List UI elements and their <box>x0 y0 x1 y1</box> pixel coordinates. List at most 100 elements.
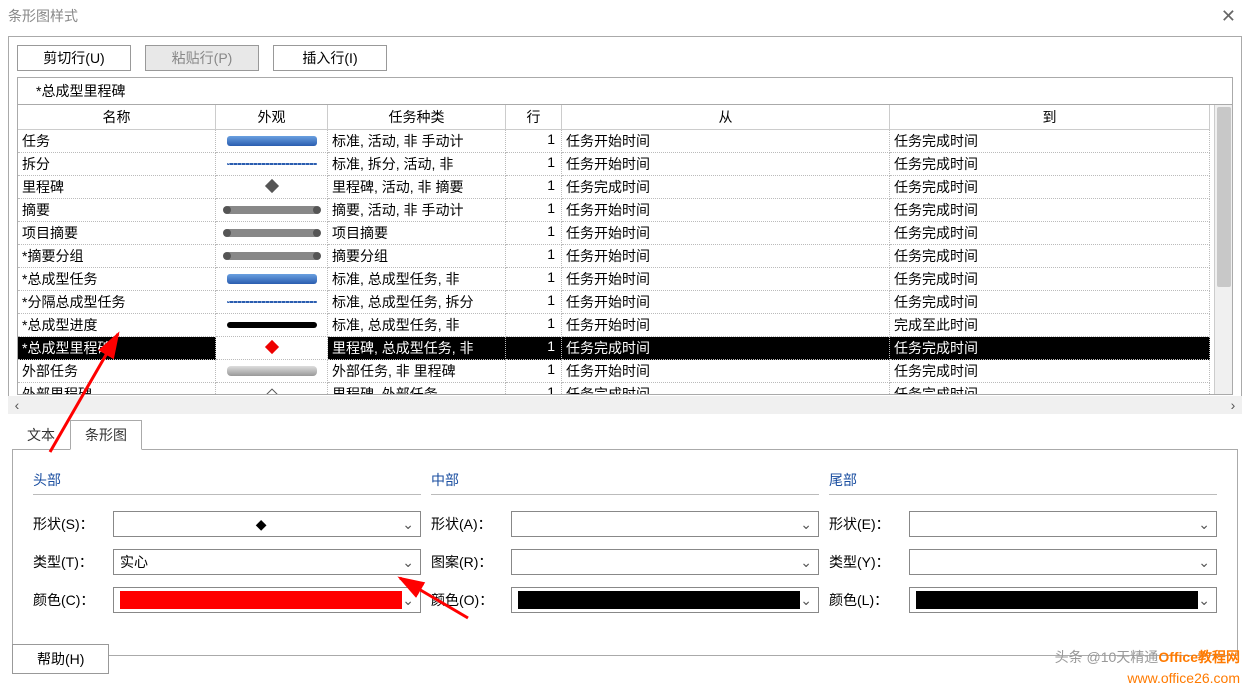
tail-shape-combo[interactable]: ⌄ <box>909 511 1217 537</box>
table-cell-from[interactable]: 任务开始时间 <box>562 360 890 383</box>
table-cell-row[interactable]: 1 <box>506 383 562 395</box>
table-cell-row[interactable]: 1 <box>506 176 562 199</box>
table-cell-from[interactable]: 任务开始时间 <box>562 153 890 176</box>
help-button[interactable]: 帮助(H) <box>12 644 109 674</box>
tail-type-combo[interactable]: ⌄ <box>909 549 1217 575</box>
table-cell-appearance[interactable] <box>216 291 328 314</box>
table-cell-from[interactable]: 任务开始时间 <box>562 291 890 314</box>
table-cell-name[interactable]: *总成型里程碑 <box>18 337 216 360</box>
table-cell-to[interactable]: 任务完成时间 <box>890 268 1210 291</box>
middle-pattern-combo[interactable]: ⌄ <box>511 549 819 575</box>
middle-shape-combo[interactable]: ⌄ <box>511 511 819 537</box>
table-cell-appearance[interactable] <box>216 222 328 245</box>
table-cell-from[interactable]: 任务完成时间 <box>562 337 890 360</box>
table-cell-row[interactable]: 1 <box>506 314 562 337</box>
table-cell-type[interactable]: 外部任务, 非 里程碑 <box>328 360 506 383</box>
head-type-combo[interactable]: 实心 ⌄ <box>113 549 421 575</box>
column-header-row[interactable]: 行 <box>506 105 562 130</box>
table-cell-row[interactable]: 1 <box>506 360 562 383</box>
table-cell-appearance[interactable] <box>216 130 328 153</box>
bar-appearance-icon <box>227 274 317 284</box>
table-cell-row[interactable]: 1 <box>506 268 562 291</box>
table-cell-from[interactable]: 任务完成时间 <box>562 176 890 199</box>
table-cell-to[interactable]: 任务完成时间 <box>890 130 1210 153</box>
table-cell-type[interactable]: 摘要分组 <box>328 245 506 268</box>
table-cell-appearance[interactable] <box>216 245 328 268</box>
table-cell-to[interactable]: 完成至此时间 <box>890 314 1210 337</box>
tail-color-combo[interactable]: ⌄ <box>909 587 1217 613</box>
table-cell-row[interactable]: 1 <box>506 153 562 176</box>
table-cell-to[interactable]: 任务完成时间 <box>890 337 1210 360</box>
column-header-name[interactable]: 名称 <box>18 105 216 130</box>
table-cell-from[interactable]: 任务开始时间 <box>562 199 890 222</box>
scroll-left-icon[interactable]: ‹ <box>8 397 26 413</box>
table-cell-type[interactable]: 里程碑, 外部任务 <box>328 383 506 395</box>
horizontal-scrollbar[interactable]: ‹ › <box>8 396 1242 414</box>
table-cell-row[interactable]: 1 <box>506 337 562 360</box>
table-cell-row[interactable]: 1 <box>506 291 562 314</box>
column-header-taskType[interactable]: 任务种类 <box>328 105 506 130</box>
head-shape-combo[interactable]: ◆ ⌄ <box>113 511 421 537</box>
table-cell-appearance[interactable] <box>216 153 328 176</box>
table-cell-from[interactable]: 任务开始时间 <box>562 222 890 245</box>
table-cell-appearance[interactable] <box>216 314 328 337</box>
tab-bar[interactable]: 条形图 <box>70 420 142 450</box>
middle-pattern-label: 图案(R)： <box>431 552 511 572</box>
table-cell-row[interactable]: 1 <box>506 199 562 222</box>
table-cell-to[interactable]: 任务完成时间 <box>890 153 1210 176</box>
table-cell-from[interactable]: 任务开始时间 <box>562 268 890 291</box>
table-cell-appearance[interactable] <box>216 383 328 395</box>
table-cell-to[interactable]: 任务完成时间 <box>890 360 1210 383</box>
scroll-right-icon[interactable]: › <box>1224 397 1242 413</box>
middle-color-combo[interactable]: ⌄ <box>511 587 819 613</box>
table-cell-to[interactable]: 任务完成时间 <box>890 291 1210 314</box>
table-cell-name[interactable]: 外部里程碑 <box>18 383 216 395</box>
table-cell-appearance[interactable] <box>216 199 328 222</box>
vertical-scrollbar[interactable] <box>1214 105 1232 394</box>
head-color-combo[interactable]: ⌄ <box>113 587 421 613</box>
insert-row-button[interactable]: 插入行(I) <box>273 45 387 71</box>
table-cell-appearance[interactable] <box>216 337 328 360</box>
table-cell-from[interactable]: 任务开始时间 <box>562 130 890 153</box>
table-cell-from[interactable]: 任务开始时间 <box>562 245 890 268</box>
table-cell-from[interactable]: 任务开始时间 <box>562 314 890 337</box>
table-cell-to[interactable]: 任务完成时间 <box>890 176 1210 199</box>
column-header-appearance[interactable]: 外观 <box>216 105 328 130</box>
table-cell-name[interactable]: *摘要分组 <box>18 245 216 268</box>
column-header-to[interactable]: 到 <box>890 105 1210 130</box>
table-cell-name[interactable]: *分隔总成型任务 <box>18 291 216 314</box>
table-cell-name[interactable]: *总成型进度 <box>18 314 216 337</box>
close-icon[interactable]: ✕ <box>1215 6 1242 27</box>
table-cell-type[interactable]: 标准, 总成型任务, 非 <box>328 268 506 291</box>
table-cell-appearance[interactable] <box>216 268 328 291</box>
table-cell-name[interactable]: 摘要 <box>18 199 216 222</box>
table-cell-name[interactable]: *总成型任务 <box>18 268 216 291</box>
table-cell-type[interactable]: 标准, 拆分, 活动, 非 <box>328 153 506 176</box>
table-cell-type[interactable]: 摘要, 活动, 非 手动计 <box>328 199 506 222</box>
column-header-from[interactable]: 从 <box>562 105 890 130</box>
table-cell-type[interactable]: 标准, 活动, 非 手动计 <box>328 130 506 153</box>
table-cell-to[interactable]: 任务完成时间 <box>890 383 1210 395</box>
head-title: 头部 <box>33 470 421 490</box>
table-cell-row[interactable]: 1 <box>506 130 562 153</box>
table-cell-to[interactable]: 任务完成时间 <box>890 245 1210 268</box>
table-cell-from[interactable]: 任务完成时间 <box>562 383 890 395</box>
table-cell-type[interactable]: 标准, 总成型任务, 拆分 <box>328 291 506 314</box>
table-cell-to[interactable]: 任务完成时间 <box>890 199 1210 222</box>
table-cell-type[interactable]: 里程碑, 活动, 非 摘要 <box>328 176 506 199</box>
table-cell-name[interactable]: 任务 <box>18 130 216 153</box>
table-cell-name[interactable]: 项目摘要 <box>18 222 216 245</box>
cut-row-button[interactable]: 剪切行(U) <box>17 45 131 71</box>
table-cell-name[interactable]: 拆分 <box>18 153 216 176</box>
table-cell-appearance[interactable] <box>216 176 328 199</box>
table-cell-to[interactable]: 任务完成时间 <box>890 222 1210 245</box>
tab-text[interactable]: 文本 <box>12 420 70 450</box>
table-cell-name[interactable]: 外部任务 <box>18 360 216 383</box>
table-cell-type[interactable]: 标准, 总成型任务, 非 <box>328 314 506 337</box>
table-cell-appearance[interactable] <box>216 360 328 383</box>
table-cell-row[interactable]: 1 <box>506 245 562 268</box>
table-cell-type[interactable]: 里程碑, 总成型任务, 非 <box>328 337 506 360</box>
table-cell-name[interactable]: 里程碑 <box>18 176 216 199</box>
table-cell-row[interactable]: 1 <box>506 222 562 245</box>
table-cell-type[interactable]: 项目摘要 <box>328 222 506 245</box>
